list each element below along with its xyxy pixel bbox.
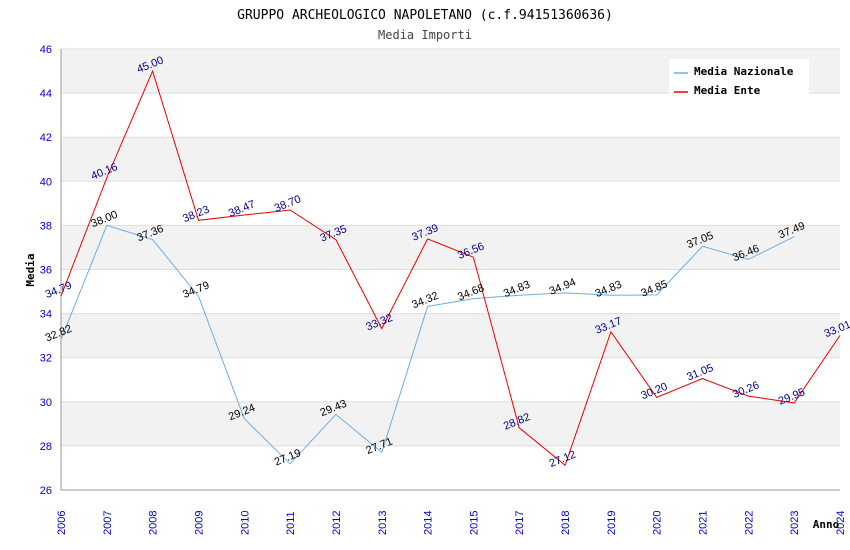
x-tick-label: 2009 <box>193 511 205 535</box>
x-axis-label: Anno <box>813 518 840 531</box>
plot-band <box>61 93 840 138</box>
y-tick-label: 40 <box>40 176 52 188</box>
plot-band <box>61 357 840 402</box>
plot-band <box>61 269 840 314</box>
y-tick-label: 42 <box>40 132 52 144</box>
x-tick-label: 2018 <box>560 511 572 535</box>
x-tick-label: 2024 <box>835 511 847 535</box>
x-axis-ticks: 2006 2007 2008 2009 2010 2011 2012 2013 2014 2015… <box>56 511 847 535</box>
x-tick-label: 2012 <box>331 511 343 535</box>
axes <box>60 49 840 491</box>
x-tick-label: 2019 <box>606 511 618 535</box>
y-tick-label: 44 <box>40 88 52 100</box>
x-tick-label: 2006 <box>56 511 68 535</box>
y-tick-label: 36 <box>40 265 52 277</box>
plot-bands <box>61 49 840 490</box>
x-tick-label: 2020 <box>652 511 664 535</box>
x-tick-label: 2022 <box>743 511 755 535</box>
y-tick-label: 32 <box>40 353 52 365</box>
chart-title: GRUPPO ARCHEOLOGICO NAPOLETANO (c.f.9415… <box>237 8 613 23</box>
x-tick-label: 2015 <box>468 511 480 535</box>
series-lines <box>60 69 841 467</box>
plot-band <box>61 445 840 490</box>
y-axis-label: Media <box>24 253 37 286</box>
plot-band <box>61 225 840 270</box>
plot-band <box>61 313 840 358</box>
y-axis-ticks: 26 28 30 32 34 36 38 40 42 44 46 <box>40 44 52 497</box>
y-tick-label: 34 <box>40 309 52 321</box>
x-tick-label: 2008 <box>148 511 160 535</box>
x-tick-label: 2014 <box>423 511 435 535</box>
y-tick-label: 26 <box>40 485 52 497</box>
plot-band <box>61 401 840 446</box>
series-line-ente <box>60 69 841 467</box>
series-line-nazionale <box>60 224 795 465</box>
chart-subtitle: Media Importi <box>378 28 472 42</box>
y-tick-label: 46 <box>40 44 52 56</box>
legend-box <box>669 59 809 97</box>
x-tick-label: 2017 <box>514 511 526 535</box>
x-tick-label: 2013 <box>377 511 389 535</box>
plot-band <box>61 181 840 226</box>
x-tick-label: 2023 <box>789 511 801 535</box>
x-tick-label: 2007 <box>102 511 114 535</box>
x-tick-label: 2011 <box>285 511 297 535</box>
x-tick-label: 2010 <box>239 511 251 535</box>
y-tick-label: 38 <box>40 220 52 232</box>
y-tick-label: 28 <box>40 441 52 453</box>
legend-label-ente: Media Ente <box>694 84 761 97</box>
y-tick-label: 30 <box>40 397 52 409</box>
x-tick-label: 2021 <box>698 511 710 535</box>
legend-label-nazionale: Media Nazionale <box>694 65 794 78</box>
plot-band <box>61 137 840 182</box>
legend: Media Nazionale Media Ente <box>669 59 809 97</box>
